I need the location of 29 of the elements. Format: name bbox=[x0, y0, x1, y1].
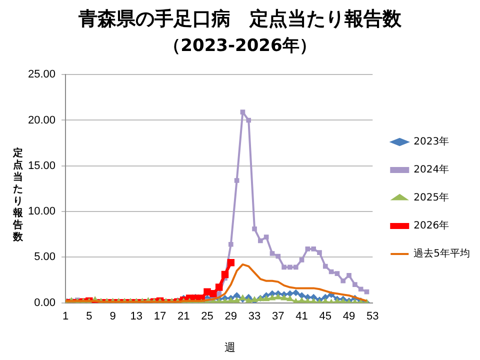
legend-label: 2023年 bbox=[414, 136, 450, 148]
x-tick-label: 5 bbox=[86, 310, 92, 322]
y-axis-title: 定点当たり報告数 bbox=[12, 148, 24, 244]
legend-label: 過去5年平均 bbox=[414, 248, 470, 260]
y-tick-label: 25.00 bbox=[28, 68, 56, 81]
x-tick-label: 13 bbox=[130, 310, 143, 322]
legend-label: 2026年 bbox=[414, 220, 450, 232]
y-tick-label: 10.00 bbox=[28, 206, 56, 218]
y-tick-label: 5.00 bbox=[34, 251, 56, 264]
legend-label: 2024年 bbox=[414, 164, 450, 176]
x-tick-label: 37 bbox=[272, 310, 284, 322]
x-tick-label: 1 bbox=[62, 310, 69, 322]
x-tick-label: 33 bbox=[248, 310, 261, 322]
x-axis-title: 週 bbox=[224, 340, 236, 355]
y-tick-label: 15.00 bbox=[28, 160, 56, 172]
x-tick-label: 21 bbox=[178, 310, 190, 322]
legend-label: 2025年 bbox=[414, 192, 450, 204]
x-tick-label: 29 bbox=[224, 310, 238, 322]
chart-subtitle: （2023-2026年） bbox=[162, 35, 318, 57]
y-tick-label: 20.00 bbox=[28, 114, 56, 126]
x-tick-label: 25 bbox=[201, 310, 214, 322]
x-tick-label: 41 bbox=[296, 310, 308, 322]
x-tick-label: 53 bbox=[366, 310, 379, 322]
x-tick-label: 9 bbox=[110, 310, 116, 322]
chart-title: 青森県の手足口病 定点当たり報告数 bbox=[78, 7, 402, 32]
x-tick-label: 45 bbox=[319, 310, 332, 322]
y-tick-label: 0.00 bbox=[34, 296, 56, 309]
x-tick-label: 17 bbox=[154, 310, 166, 322]
x-tick-label: 49 bbox=[342, 310, 356, 322]
